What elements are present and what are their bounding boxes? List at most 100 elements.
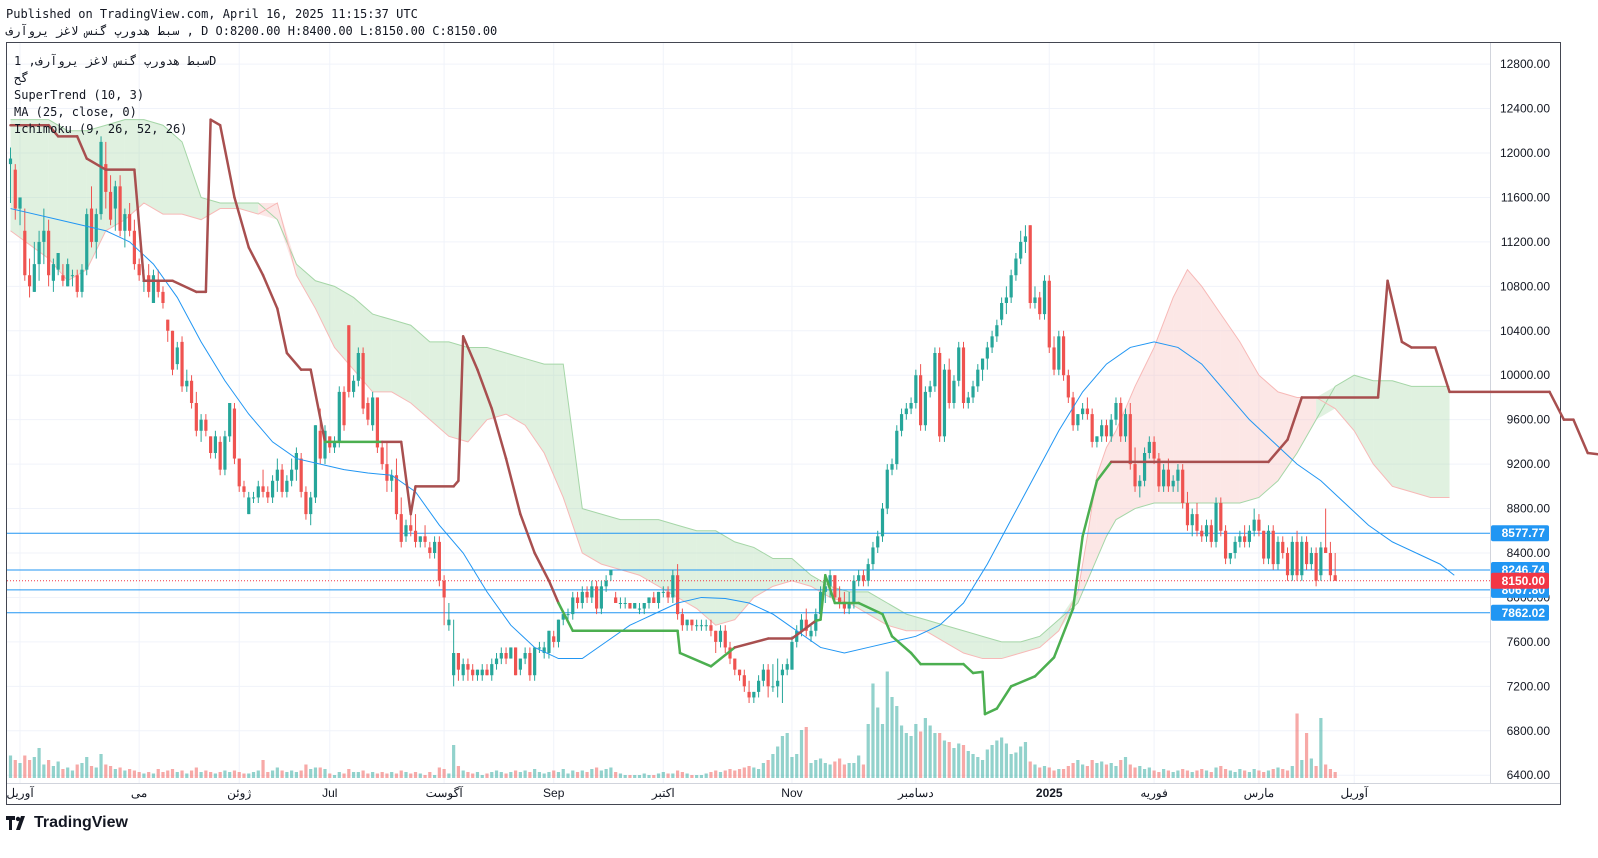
candle-body[interactable]	[980, 358, 985, 370]
candle-body[interactable]	[428, 547, 432, 553]
candle-body[interactable]	[1200, 530, 1204, 537]
candle-body[interactable]	[1157, 458, 1161, 487]
candle-body[interactable]	[537, 647, 542, 649]
legend-ma[interactable]: MA (25, close, 0)	[14, 105, 137, 119]
candle-body[interactable]	[237, 458, 241, 487]
candle-body[interactable]	[552, 636, 556, 642]
candle-body[interactable]	[1290, 541, 1294, 576]
candle-body[interactable]	[1128, 414, 1132, 465]
candle-body[interactable]	[1052, 347, 1056, 370]
candle-body[interactable]	[1328, 553, 1333, 576]
candle-body[interactable]	[94, 214, 98, 242]
candle-body[interactable]	[1214, 503, 1218, 542]
candle-body[interactable]	[833, 575, 837, 598]
candle-body[interactable]	[347, 325, 351, 392]
candle-body[interactable]	[456, 653, 461, 670]
candle-body[interactable]	[1238, 536, 1242, 542]
candle-body[interactable]	[137, 264, 141, 276]
candle-body[interactable]	[547, 630, 551, 653]
candle-body[interactable]	[356, 353, 360, 381]
candle-body[interactable]	[1100, 425, 1104, 437]
candle-body[interactable]	[623, 603, 627, 604]
candle-body[interactable]	[1185, 503, 1190, 526]
candle-body[interactable]	[899, 414, 904, 431]
candle-body[interactable]	[866, 564, 870, 581]
candle-body[interactable]	[1152, 441, 1156, 459]
candle-body[interactable]	[147, 275, 151, 292]
candle-body[interactable]	[1147, 441, 1151, 453]
candle-body[interactable]	[390, 475, 394, 481]
candle-body[interactable]	[218, 441, 222, 470]
candle-body[interactable]	[618, 603, 623, 604]
candle-body[interactable]	[861, 575, 866, 581]
candle-body[interactable]	[923, 391, 927, 426]
candle-body[interactable]	[728, 647, 732, 659]
candle-body[interactable]	[609, 569, 613, 576]
candle-body[interactable]	[1142, 453, 1147, 481]
candle-body[interactable]	[1104, 425, 1109, 437]
candle-body[interactable]	[771, 686, 775, 688]
candle-body[interactable]	[571, 597, 575, 615]
candle-body[interactable]	[161, 291, 165, 303]
candle-body[interactable]	[432, 541, 437, 553]
candle-body[interactable]	[518, 658, 522, 670]
candle-body[interactable]	[80, 269, 84, 292]
candle-body[interactable]	[1181, 469, 1185, 503]
candle-body[interactable]	[1038, 297, 1042, 315]
candle-body[interactable]	[971, 386, 975, 398]
candle-body[interactable]	[919, 375, 923, 426]
legend-ichimoku[interactable]: Ichimoku (9, 26, 52, 26)	[14, 122, 187, 136]
candle-body[interactable]	[1119, 403, 1123, 437]
candle-body[interactable]	[490, 664, 494, 676]
candle-body[interactable]	[70, 275, 75, 277]
candle-body[interactable]	[99, 141, 103, 215]
candle-body[interactable]	[642, 603, 646, 609]
candle-body[interactable]	[194, 403, 198, 431]
candle-body[interactable]	[442, 580, 446, 598]
candle-body[interactable]	[313, 425, 318, 498]
candle-body[interactable]	[1195, 514, 1199, 531]
candle-body[interactable]	[1138, 480, 1142, 487]
candle-body[interactable]	[366, 403, 370, 420]
candle-body[interactable]	[1033, 297, 1037, 303]
candle-body[interactable]	[985, 347, 989, 359]
candle-body[interactable]	[966, 397, 970, 403]
candle-body[interactable]	[671, 575, 675, 598]
candle-body[interactable]	[494, 658, 499, 665]
candle-body[interactable]	[399, 514, 403, 542]
candle-body[interactable]	[118, 186, 122, 231]
candle-body[interactable]	[1042, 280, 1047, 315]
candle-body[interactable]	[108, 191, 113, 220]
candle-body[interactable]	[475, 669, 480, 676]
candle-body[interactable]	[452, 653, 456, 676]
candle-body[interactable]	[1324, 547, 1328, 553]
candle-body[interactable]	[104, 164, 108, 192]
candle-body[interactable]	[351, 380, 356, 392]
candle-body[interactable]	[828, 575, 832, 587]
candle-body[interactable]	[42, 230, 46, 242]
candle-body[interactable]	[1285, 553, 1290, 576]
candle-body[interactable]	[542, 647, 546, 653]
candle-body[interactable]	[342, 391, 346, 426]
candle-body[interactable]	[761, 669, 765, 681]
candle-body[interactable]	[885, 469, 889, 509]
candle-body[interactable]	[952, 380, 956, 403]
candle-body[interactable]	[666, 591, 670, 598]
candle-body[interactable]	[1014, 258, 1018, 276]
candle-body[interactable]	[332, 441, 337, 448]
candle-body[interactable]	[757, 680, 761, 692]
candle-body[interactable]	[280, 469, 284, 492]
candle-body[interactable]	[299, 458, 303, 492]
candle-body[interactable]	[323, 430, 327, 459]
candle-body[interactable]	[928, 386, 932, 392]
candle-body[interactable]	[247, 497, 251, 515]
candle-body[interactable]	[685, 619, 689, 626]
candle-body[interactable]	[485, 669, 489, 676]
candle-body[interactable]	[594, 586, 599, 609]
candle-body[interactable]	[123, 214, 127, 231]
candle-body[interactable]	[1133, 464, 1137, 487]
candle-body[interactable]	[418, 536, 422, 542]
candle-body[interactable]	[1243, 536, 1247, 542]
candle-body[interactable]	[661, 591, 665, 593]
